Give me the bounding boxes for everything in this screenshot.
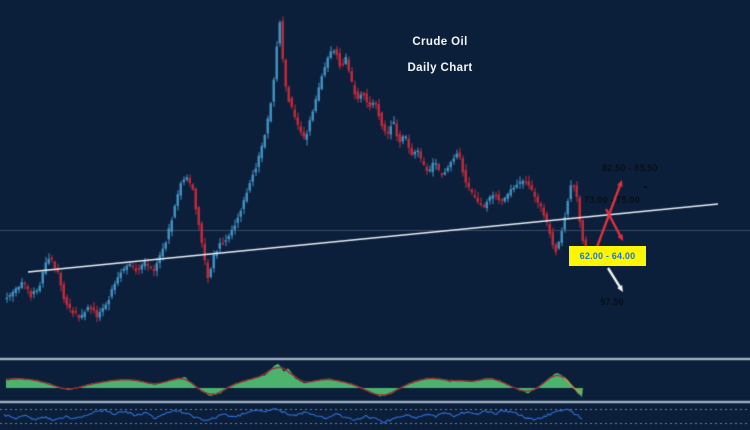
lower-target-label: 57.50 — [600, 297, 624, 307]
support-zone-label: 62.00 - 64.00 — [579, 251, 636, 261]
resistance-zone-label: 73.00 - 75.00 — [584, 195, 640, 205]
chart-title: Crude Oil — [412, 36, 468, 48]
chart-title-block: Crude Oil Daily Chart — [407, 36, 472, 74]
chart-subtitle: Daily Chart — [407, 62, 473, 74]
upper-target-label: 82.50 - 83.50 — [602, 163, 658, 173]
support-zone-highlight: 62.00 - 64.00 — [569, 246, 646, 266]
